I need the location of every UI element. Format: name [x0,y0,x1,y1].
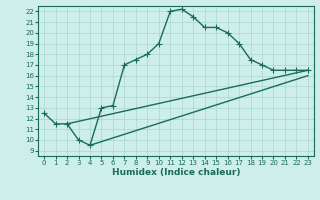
X-axis label: Humidex (Indice chaleur): Humidex (Indice chaleur) [112,168,240,177]
